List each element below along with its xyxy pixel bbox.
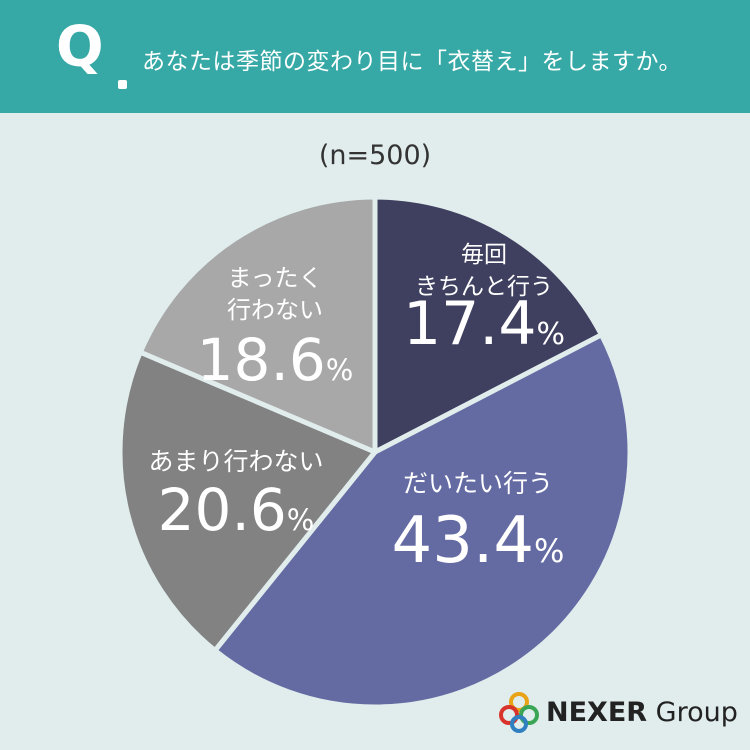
pie-slice-だいたい行う (212, 332, 633, 710)
slice-value-label: 17.4% (403, 289, 565, 359)
slice-value-label: 18.6% (197, 326, 354, 394)
slice-category-label: だいたい行う (403, 469, 553, 498)
logo-ring-bottom (510, 715, 528, 733)
nexer-group-logo: NEXER Group (498, 690, 738, 734)
sample-size: (n=500) (318, 140, 432, 171)
slice-category-label: きちんと行う (415, 274, 553, 300)
nexer-logo-icon (499, 692, 539, 733)
slice-value-label: 20.6% (158, 476, 315, 544)
logo-text: NEXER Group (546, 697, 738, 728)
logo-name-rest: Group (647, 696, 738, 728)
question-text: あなたは季節の変わり目に「衣替え」をしますか。 (142, 49, 683, 75)
logo-ring-top (509, 692, 529, 712)
logo-ring-right (519, 705, 539, 725)
q-mark-dot (118, 80, 127, 89)
logo-ring-left (499, 705, 519, 725)
slice-value-label: 43.4% (392, 504, 565, 578)
q-mark: Q (56, 15, 104, 80)
slice-category-label: 毎回 (461, 242, 507, 268)
slice-category-label: 行わない (227, 296, 323, 324)
slice-category-label: あまり行わない (148, 447, 323, 476)
pie-slice-まったく行わない (137, 194, 378, 455)
question-header: Q あなたは季節の変わり目に「衣替え」をしますか。 (0, 0, 750, 113)
slice-category-label: まったく (227, 264, 322, 292)
slice-label-だいたい行う: だいたい行う 43.4% (392, 469, 565, 578)
logo-name-bold: NEXER (546, 696, 648, 728)
pie-slice-毎回きちんと行う (372, 194, 604, 455)
